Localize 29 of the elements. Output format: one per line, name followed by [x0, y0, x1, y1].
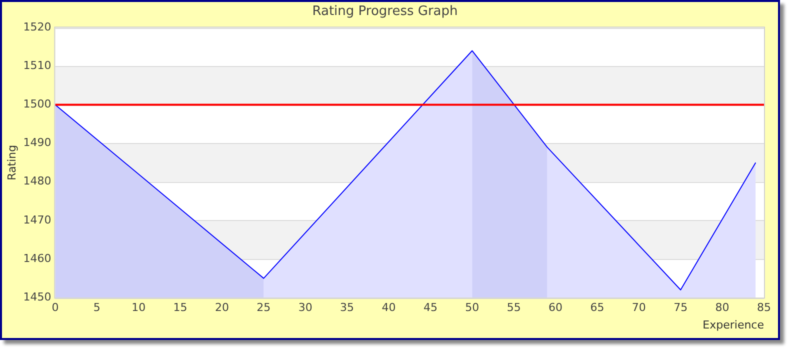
y-tick-label: 1520	[23, 20, 52, 34]
x-tick-label: 60	[548, 301, 563, 314]
x-tick-label: 50	[465, 301, 480, 314]
x-tick-label: 70	[632, 301, 646, 314]
y-tick-label: 1460	[23, 252, 52, 265]
x-tick-label: 15	[173, 301, 188, 314]
x-tick-label: 35	[340, 301, 354, 314]
x-tick-label: 10	[132, 301, 146, 314]
y-tick-label: 1450	[23, 290, 52, 304]
y-tick-label: 1500	[23, 98, 52, 111]
x-tick-label: 40	[382, 301, 396, 314]
chart-title: Rating Progress Graph	[312, 4, 458, 20]
y-axis-title: Rating	[5, 144, 18, 180]
x-tick-label: 25	[256, 301, 271, 314]
y-tick-label: 1490	[23, 136, 52, 150]
x-tick-label: 30	[298, 301, 312, 314]
x-tick-label: 20	[214, 301, 229, 314]
x-axis-title: Experience	[702, 318, 764, 332]
x-tick-label: 80	[715, 301, 730, 314]
x-tick-label: 55	[506, 301, 521, 314]
x-tick-label: 85	[757, 301, 771, 314]
x-tick-label: 75	[674, 301, 688, 314]
y-tick-label: 1480	[23, 174, 52, 188]
x-tick-label: 65	[590, 301, 604, 314]
y-tick-label: 1470	[23, 213, 52, 226]
x-tick-label: 45	[423, 301, 438, 314]
x-tick-label: 5	[93, 301, 100, 314]
y-tick-label: 1510	[23, 59, 52, 72]
x-tick-label: 0	[52, 301, 59, 314]
